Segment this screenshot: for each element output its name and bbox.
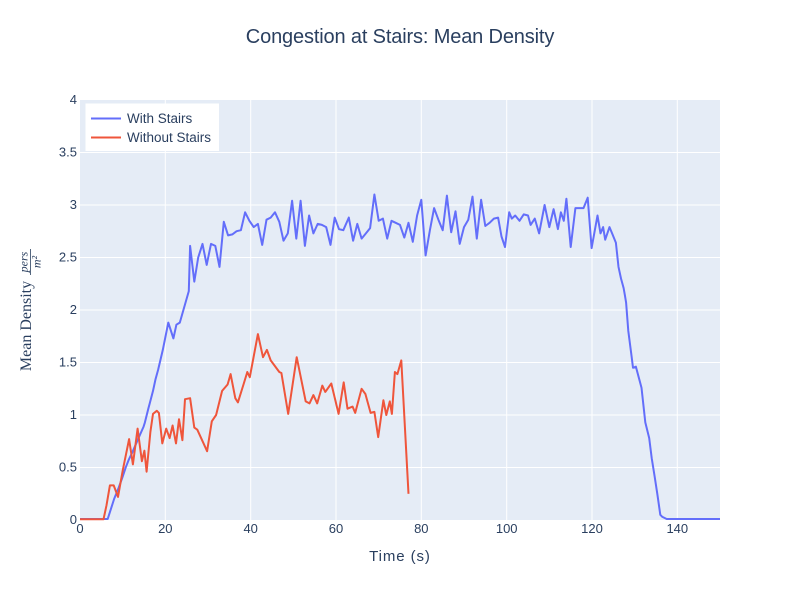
svg-text:1: 1	[70, 407, 77, 422]
svg-text:140: 140	[666, 521, 688, 536]
svg-text:0: 0	[70, 512, 77, 527]
svg-text:Mean Density: Mean Density	[18, 281, 35, 371]
svg-text:80: 80	[414, 521, 428, 536]
svg-text:20: 20	[158, 521, 172, 536]
svg-text:120: 120	[581, 521, 603, 536]
svg-text:100: 100	[496, 521, 518, 536]
svg-text:40: 40	[243, 521, 257, 536]
svg-text:3.5: 3.5	[59, 145, 77, 160]
svg-text:Congestion at Stairs: Mean Den: Congestion at Stairs: Mean Density	[246, 26, 555, 48]
svg-text:4: 4	[70, 92, 77, 107]
svg-text:Time (s): Time (s)	[369, 548, 431, 565]
svg-text:Without Stairs: Without Stairs	[127, 130, 211, 145]
svg-text:0: 0	[76, 521, 83, 536]
svg-text:2.5: 2.5	[59, 250, 77, 265]
svg-text:With Stairs: With Stairs	[127, 111, 193, 126]
svg-text:0.5: 0.5	[59, 460, 77, 475]
svg-text:2: 2	[70, 302, 77, 317]
svg-text:1.5: 1.5	[59, 355, 77, 370]
svg-text:3: 3	[70, 197, 77, 212]
svg-text:m²: m²	[30, 255, 44, 268]
svg-text:60: 60	[329, 521, 343, 536]
svg-text:pers: pers	[17, 251, 31, 273]
